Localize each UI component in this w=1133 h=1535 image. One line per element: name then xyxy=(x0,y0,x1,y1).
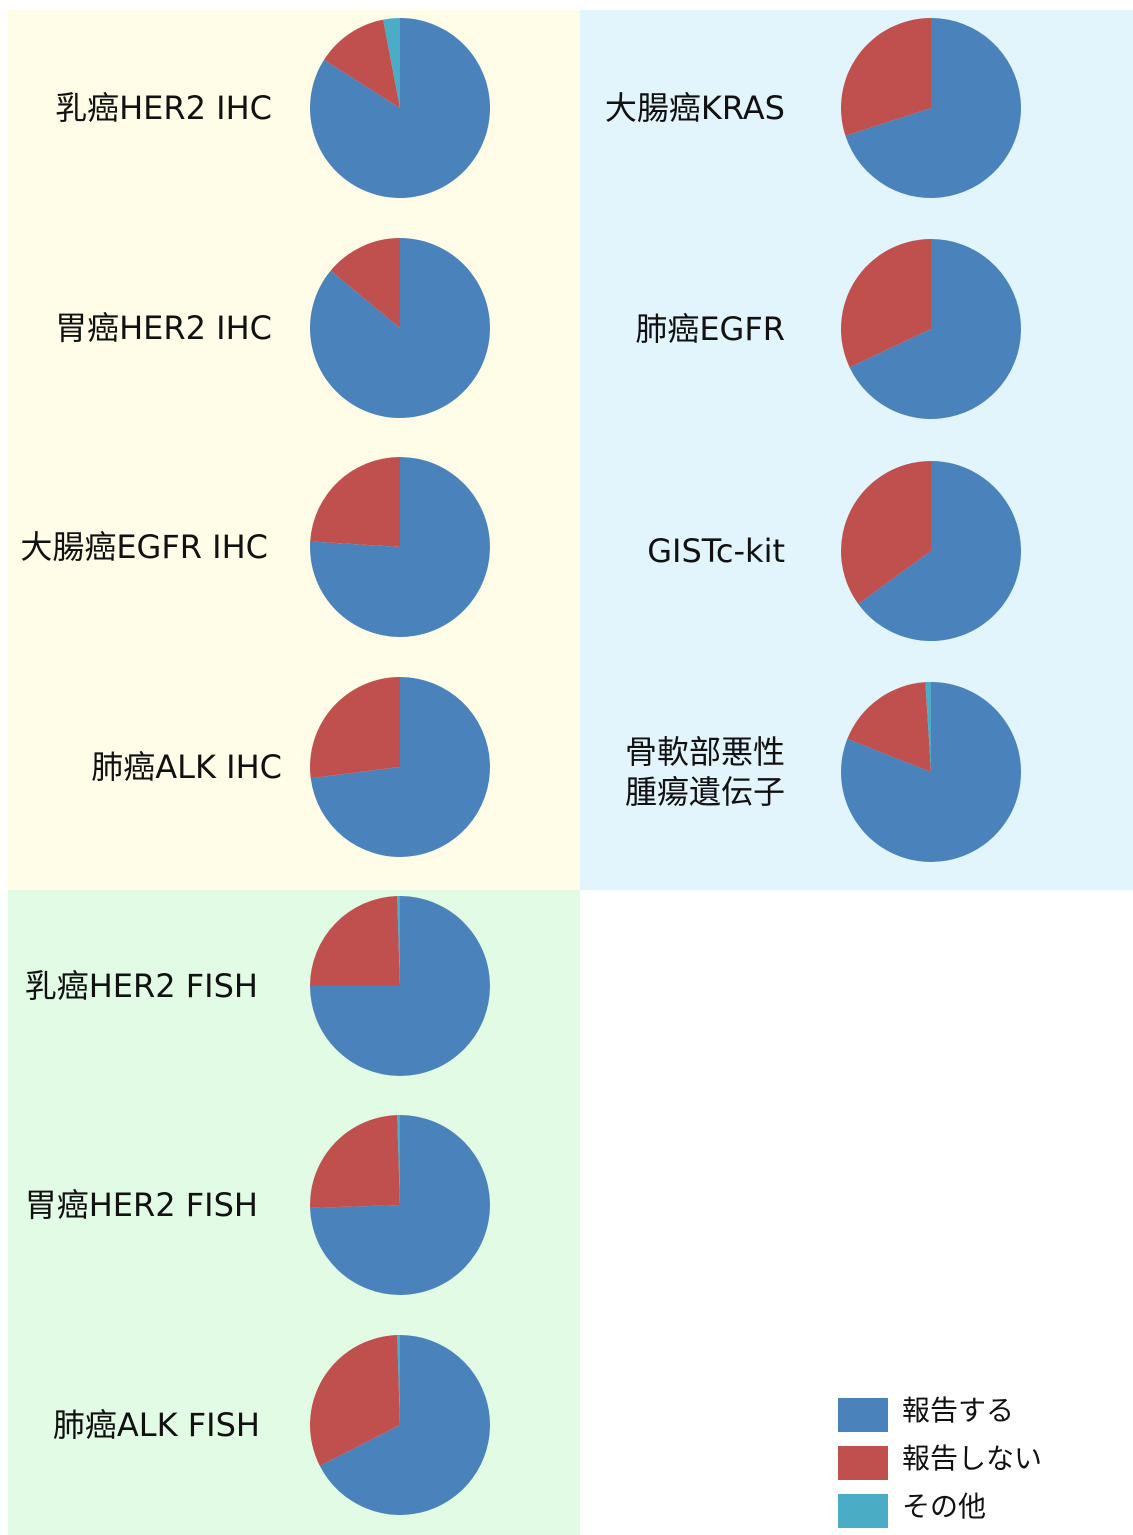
chart-title: 骨軟部悪性 腫瘍遺伝子 xyxy=(624,733,785,811)
pie-slice xyxy=(849,239,1021,419)
chart-title: 乳癌HER2 FISH xyxy=(24,967,258,1005)
pie-slice xyxy=(309,1335,400,1466)
pie-slice xyxy=(310,677,400,779)
chart-title: 肺癌ALK FISH xyxy=(52,1406,260,1444)
legend-label: その他 xyxy=(902,1490,986,1523)
pie-slice xyxy=(319,1335,490,1515)
pie-slice xyxy=(383,18,400,108)
pie-slice xyxy=(310,1115,490,1295)
chart-title: 大腸癌EGFR IHC xyxy=(20,528,268,566)
chart-title: GISTc-kit xyxy=(647,532,785,570)
chart-title: 肺癌ALK IHC xyxy=(91,748,282,786)
legend-swatch xyxy=(838,1494,888,1528)
legend-swatch xyxy=(838,1398,888,1432)
legend-swatch xyxy=(838,1446,888,1480)
chart-title: 乳癌HER2 IHC xyxy=(55,89,272,127)
chart-title: 胃癌HER2 FISH xyxy=(24,1186,258,1224)
pie-slice xyxy=(841,239,931,368)
pie-slice xyxy=(310,896,400,986)
legend-label: 報告する xyxy=(902,1394,1014,1427)
pie-slice xyxy=(858,461,1021,641)
pie-slice xyxy=(397,1115,400,1205)
pie-slice xyxy=(310,457,400,547)
pie-slice xyxy=(925,682,931,772)
pie-slice xyxy=(330,238,400,328)
pie-slice xyxy=(324,19,400,108)
pie-slice xyxy=(397,1335,400,1425)
legend-label: 報告しない xyxy=(902,1442,1042,1475)
pie-slice xyxy=(847,682,931,772)
pie-slice xyxy=(841,682,1022,863)
pie-slice xyxy=(840,18,931,136)
chart-title: 肺癌EGFR xyxy=(635,310,785,348)
pie-slice xyxy=(310,677,490,857)
pie-slice xyxy=(397,896,400,986)
chart-title: 胃癌HER2 IHC xyxy=(55,309,272,347)
pie-slice xyxy=(310,18,491,199)
pie-slice xyxy=(845,18,1021,198)
chart-title: 大腸癌KRAS xyxy=(604,89,785,127)
pie-slice xyxy=(310,1115,400,1208)
pie-slice xyxy=(840,461,931,604)
